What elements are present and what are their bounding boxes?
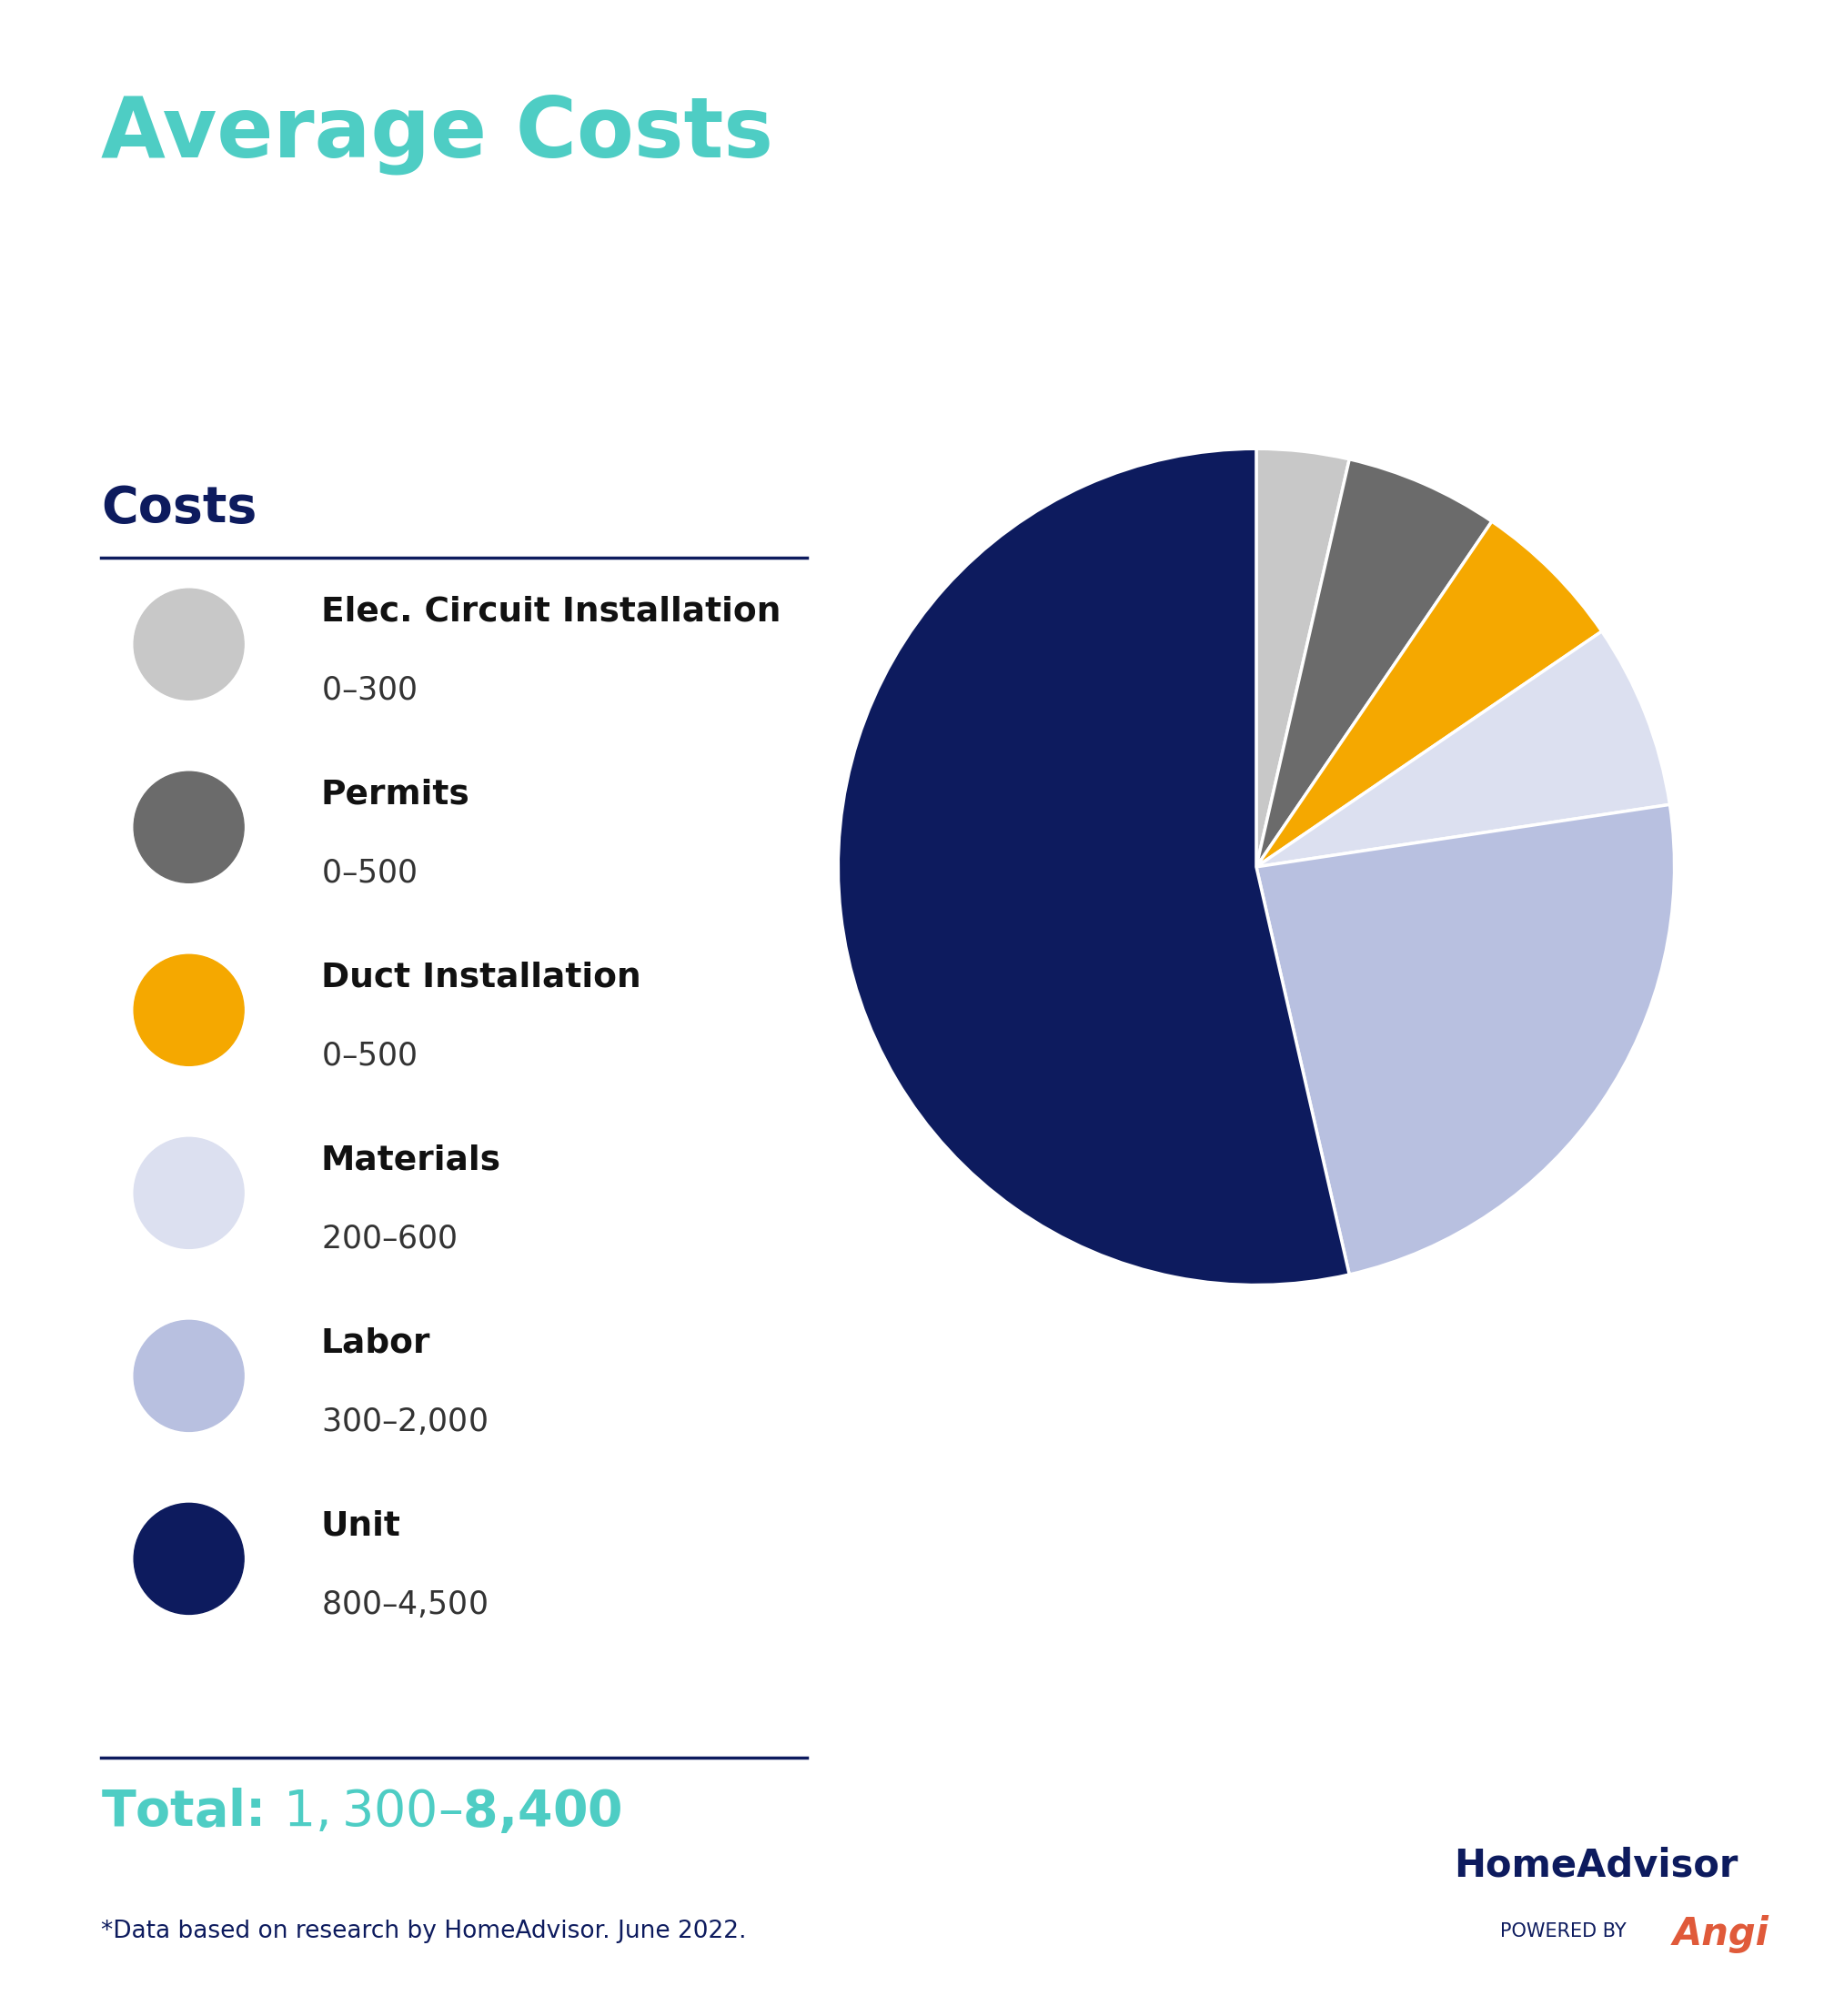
Text: $0 – $500: $0 – $500 bbox=[321, 857, 416, 889]
Text: $0 – $500: $0 – $500 bbox=[321, 1040, 416, 1070]
Ellipse shape bbox=[134, 772, 244, 883]
Text: Unit: Unit bbox=[321, 1510, 402, 1542]
Text: $0 – $300: $0 – $300 bbox=[321, 675, 416, 706]
Wedge shape bbox=[838, 450, 1350, 1284]
Text: $200 – $600: $200 – $600 bbox=[321, 1224, 457, 1254]
Wedge shape bbox=[1256, 631, 1669, 867]
Text: HomeAdvisor: HomeAdvisor bbox=[1454, 1847, 1737, 1885]
Text: $300 – $2,000: $300 – $2,000 bbox=[321, 1405, 488, 1437]
Text: Permits: Permits bbox=[321, 778, 470, 810]
Text: Existing Electric Furnace: Existing Electric Furnace bbox=[101, 258, 1260, 341]
Wedge shape bbox=[1256, 450, 1350, 867]
Wedge shape bbox=[1256, 460, 1491, 867]
Text: Labor: Labor bbox=[321, 1327, 431, 1359]
Text: Duct Installation: Duct Installation bbox=[321, 962, 640, 994]
Text: POWERED BY: POWERED BY bbox=[1500, 1921, 1627, 1939]
Text: Average Costs: Average Costs bbox=[101, 93, 774, 175]
Text: Average Costs to Replace an: Average Costs to Replace an bbox=[101, 93, 1443, 175]
Text: *Data based on research by HomeAdvisor. June 2022.: *Data based on research by HomeAdvisor. … bbox=[101, 1919, 746, 1943]
Text: $800 – $4,500: $800 – $4,500 bbox=[321, 1589, 488, 1621]
Ellipse shape bbox=[134, 1504, 244, 1615]
Text: Materials: Materials bbox=[321, 1143, 501, 1177]
Ellipse shape bbox=[134, 1320, 244, 1431]
Wedge shape bbox=[1256, 522, 1601, 867]
Text: Angi: Angi bbox=[1673, 1915, 1770, 1954]
Ellipse shape bbox=[134, 956, 244, 1066]
Ellipse shape bbox=[134, 1137, 244, 1248]
Text: Total: $1,300 – $8,400: Total: $1,300 – $8,400 bbox=[101, 1788, 622, 1837]
Ellipse shape bbox=[134, 589, 244, 700]
Wedge shape bbox=[1256, 804, 1674, 1274]
Text: Elec. Circuit Installation: Elec. Circuit Installation bbox=[321, 595, 781, 629]
Text: Costs: Costs bbox=[101, 484, 257, 534]
